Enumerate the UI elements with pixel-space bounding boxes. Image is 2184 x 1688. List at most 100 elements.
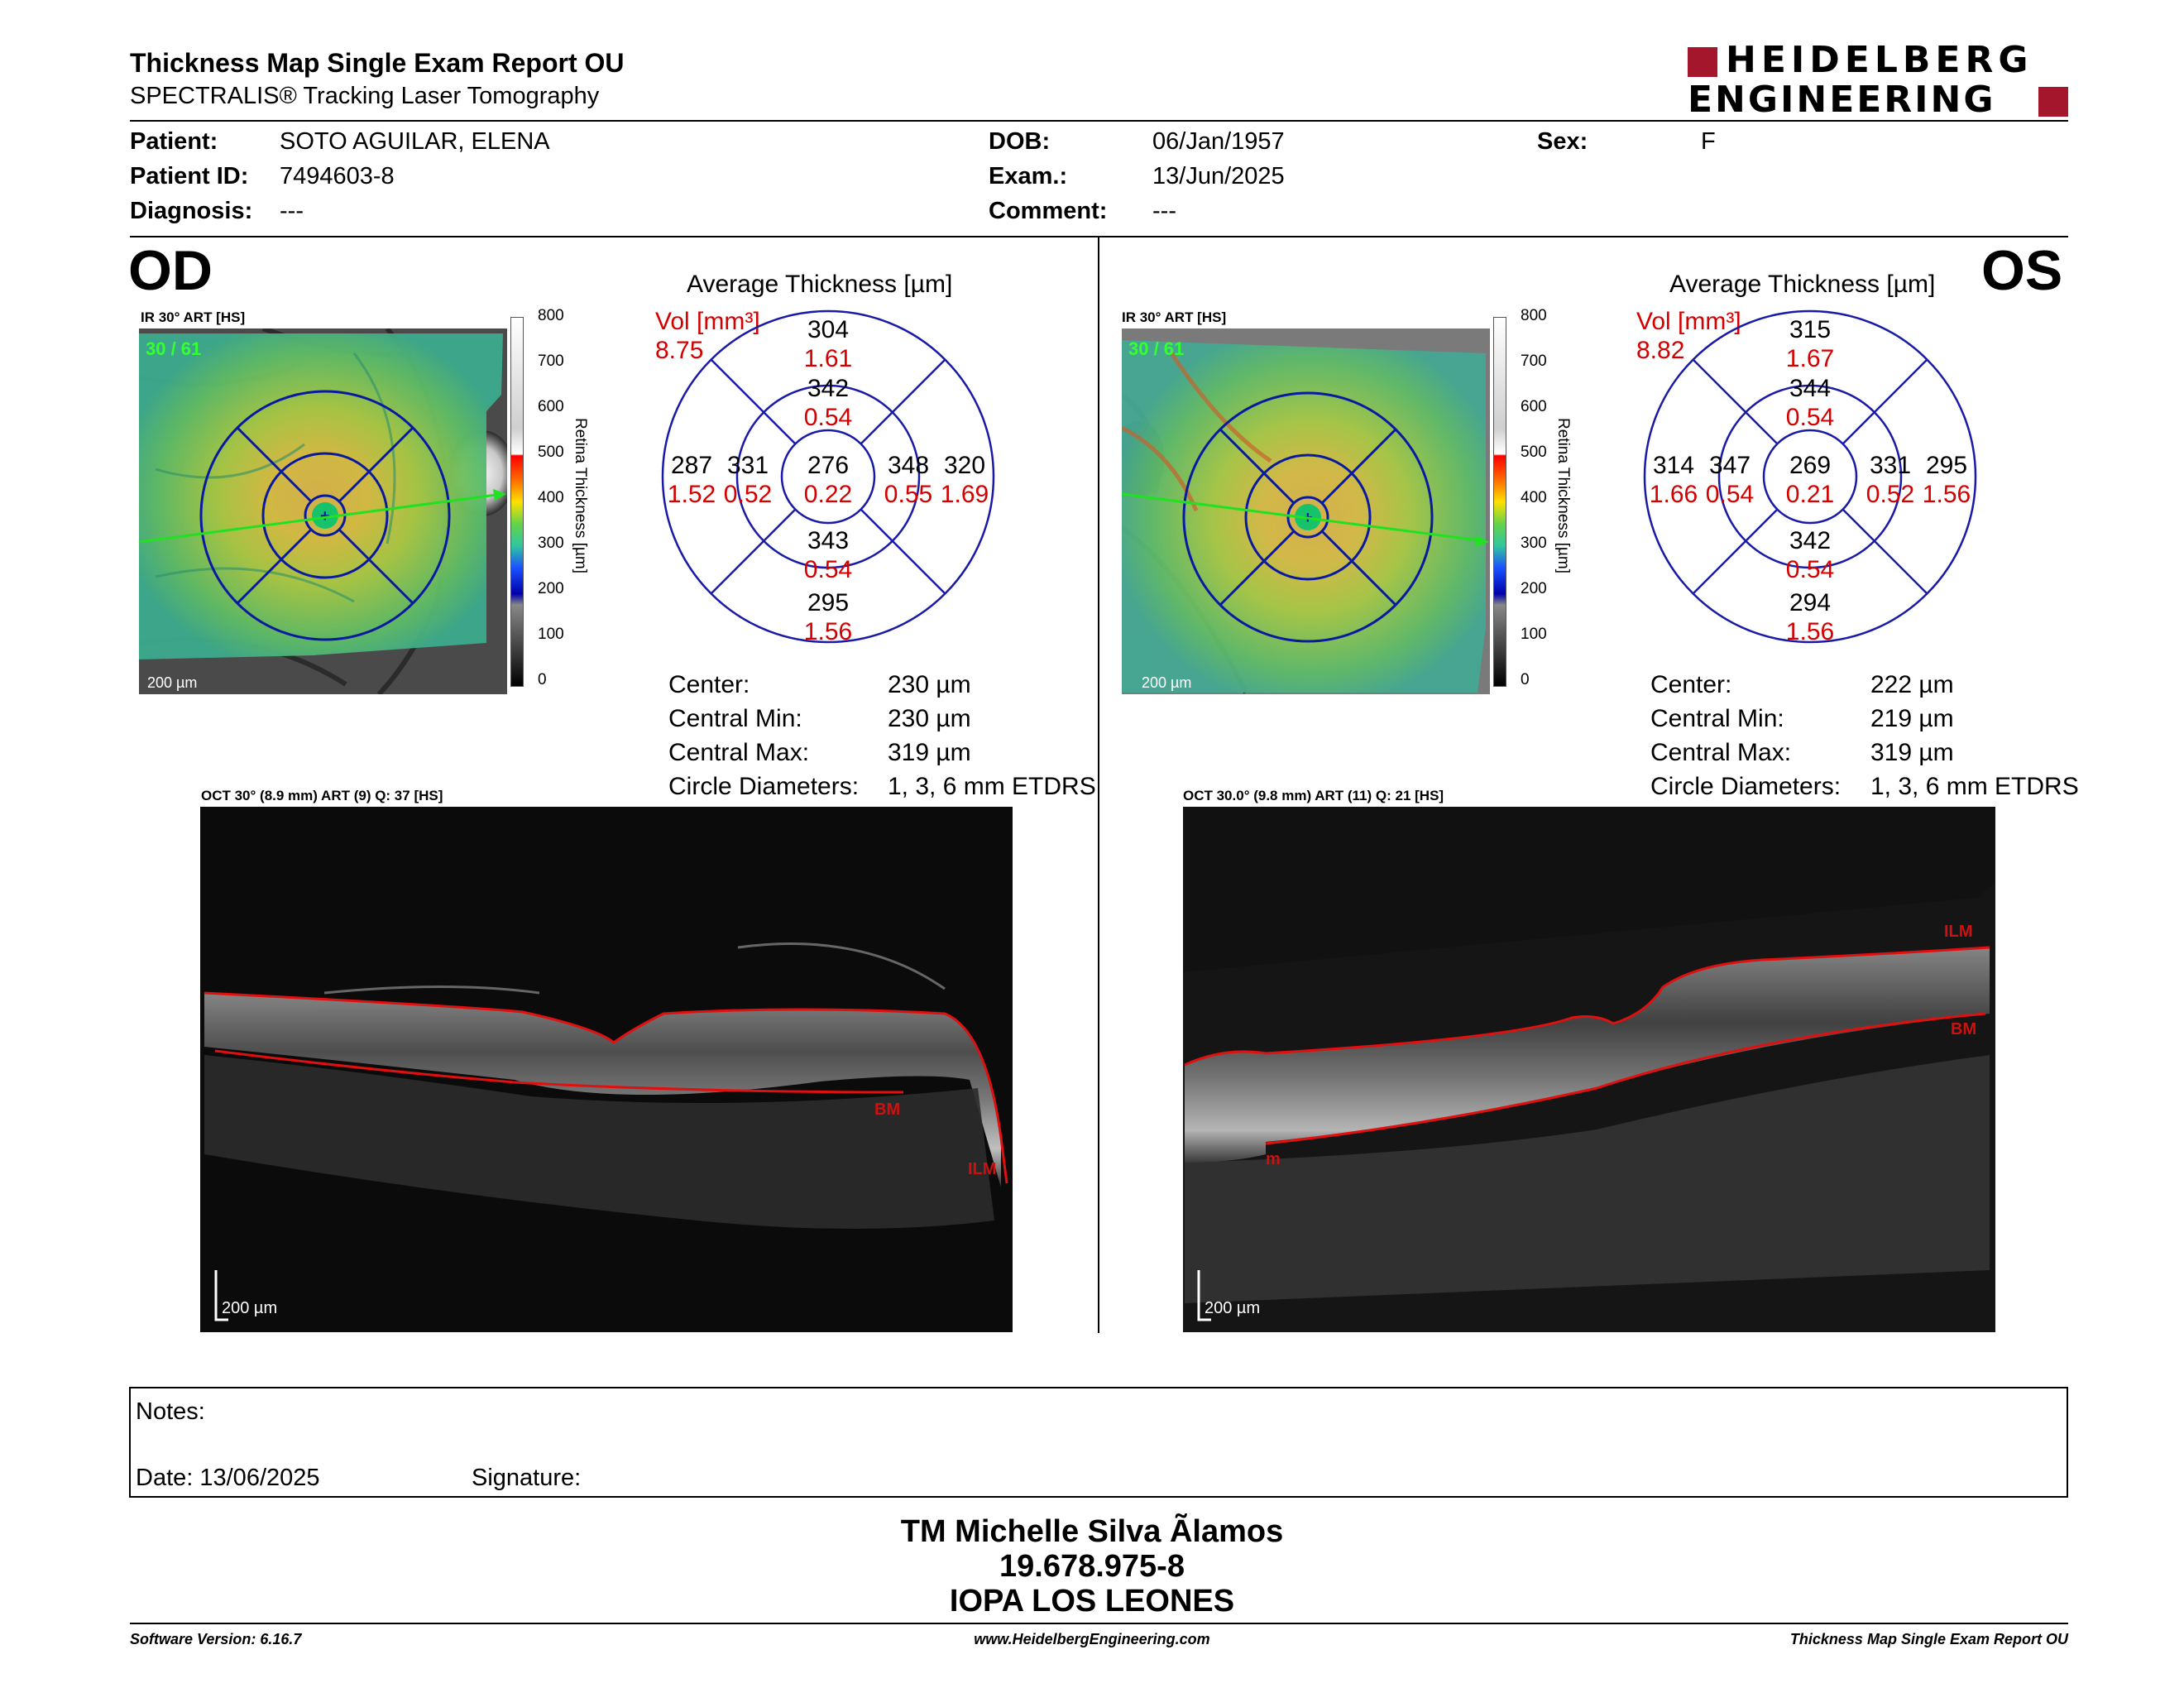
od-inner-nasal-thickness: 348 <box>888 452 929 479</box>
od-etdrs-grid: 304 1.61 342 0.54 287 1.52 331 0.52 276 … <box>661 309 995 645</box>
os-map-scale: 200 µm <box>1142 674 1191 691</box>
os-inner-inferior-thickness: 342 <box>1789 527 1831 554</box>
signer-name: TM Michelle Silva Ãlamos <box>900 1514 1284 1549</box>
cb-tick: 300 <box>1521 535 1547 552</box>
os-outer-temporal-volume: 1.66 <box>1650 481 1698 508</box>
footer-rule <box>130 1623 2068 1624</box>
os-colorbar-label: Retina Thickness [µm] <box>1554 418 1572 573</box>
cb-tick: 500 <box>1521 444 1547 461</box>
os-outer-inferior-volume: 1.56 <box>1786 618 1834 645</box>
od-outer-nasal-volume: 1.69 <box>941 481 989 508</box>
os-fundus-map: + 200 µm 30 / 61 <box>1122 328 1490 694</box>
eye-label-od: OD <box>128 239 213 302</box>
od-oct-label: OCT 30° (8.9 mm) ART (9) Q: 37 [HS] <box>201 788 443 803</box>
footer-report-name: Thickness Map Single Exam Report OU <box>1789 1631 2068 1647</box>
report-subtitle: SPECTRALIS® Tracking Laser Tomography <box>130 83 600 109</box>
od-colorbar-label: Retina Thickness [µm] <box>572 418 589 573</box>
dob-value: 06/Jan/1957 <box>1152 128 1285 155</box>
os-frame-count: 30 / 61 <box>1128 338 1184 359</box>
comment-label: Comment: <box>989 198 1108 224</box>
od-colorbar <box>510 317 524 687</box>
os-stat-value: 319 µm <box>1870 739 1954 766</box>
od-outer-inferior-volume: 1.56 <box>804 618 852 645</box>
od-inner-superior-volume: 0.54 <box>804 404 852 431</box>
eye-divider <box>1098 237 1099 1333</box>
diagnosis-value: --- <box>280 198 304 224</box>
os-inner-inferior-volume: 0.54 <box>1786 556 1834 583</box>
os-stat-value: 1, 3, 6 mm ETDRS <box>1870 773 2079 800</box>
od-outer-superior-volume: 1.61 <box>804 345 852 372</box>
patient-id-label: Patient ID: <box>130 163 249 189</box>
os-m-label: m <box>1266 1150 1281 1168</box>
os-stat-value: 222 µm <box>1870 671 1954 698</box>
notes-label: Notes: <box>136 1398 205 1425</box>
cb-tick: 100 <box>1521 626 1547 643</box>
od-inner-inferior-volume: 0.54 <box>804 556 852 583</box>
cb-tick: 700 <box>538 352 564 370</box>
header-rule <box>130 120 2068 122</box>
os-outer-superior-volume: 1.67 <box>1786 345 1834 372</box>
cb-tick: 100 <box>538 626 564 643</box>
od-inner-nasal-volume: 0.55 <box>884 481 932 508</box>
website-link[interactable]: www.HeidelbergEngineering.com <box>974 1631 1210 1647</box>
os-stat-label: Circle Diameters: <box>1650 773 1842 800</box>
od-inner-temporal-thickness: 331 <box>727 452 769 479</box>
od-fundus-map: + 200 µm 30 / 61 <box>139 328 507 694</box>
os-grid-title: Average Thickness [µm] <box>1669 271 1936 298</box>
patient-id: 7494603-8 <box>280 163 395 189</box>
od-colorbar-ticks: 800 700 600 500 400 300 200 100 0 <box>538 307 571 696</box>
od-bm-line <box>214 1049 904 1094</box>
logo-text-heidelberg: HEIDELBERG <box>1726 39 2033 81</box>
os-oct-scale-bar <box>1197 1270 1211 1321</box>
sex-value: F <box>1701 128 1716 155</box>
cb-tick: 400 <box>1521 489 1547 506</box>
od-choroid <box>204 1055 994 1229</box>
os-vol-value: 8.82 <box>1636 337 1685 364</box>
od-vol-label: Vol [mm³] <box>655 308 760 335</box>
od-stat-value: 230 µm <box>888 671 971 698</box>
os-inner-nasal-thickness: 331 <box>1870 452 1911 479</box>
logo-text-engineering: ENGINEERING <box>1688 79 1996 121</box>
os-stat-label: Center: <box>1650 671 1732 698</box>
cb-tick: 0 <box>538 671 547 688</box>
comment-value: --- <box>1152 198 1176 224</box>
cb-tick: 200 <box>1521 580 1547 597</box>
od-center-thickness: 276 <box>807 452 849 479</box>
sex-label: Sex: <box>1537 128 1588 155</box>
os-ilm-line <box>1184 946 1990 1067</box>
os-colorbar-ticks: 800 700 600 500 400 300 200 100 0 <box>1521 307 1554 696</box>
os-outer-superior-thickness: 315 <box>1789 316 1831 343</box>
od-map-scale: 200 µm <box>147 674 197 691</box>
od-bm-label: BM <box>874 1101 900 1119</box>
od-vitreous <box>323 942 946 995</box>
cb-tick: 500 <box>538 444 564 461</box>
os-retina-band <box>1185 947 1990 1163</box>
os-ilm-label: ILM <box>1944 923 1972 941</box>
od-vol-value: 8.75 <box>655 337 704 364</box>
signer-rut: 19.678.975-8 <box>999 1549 1185 1584</box>
od-stat-label: Center: <box>668 671 750 698</box>
od-stat-label: Circle Diameters: <box>668 773 860 800</box>
os-scan-arrow-icon <box>1476 535 1489 547</box>
od-inner-superior-thickness: 342 <box>807 375 849 402</box>
od-stat-value: 230 µm <box>888 705 971 732</box>
notes-box: Notes: Date: 13/06/2025 Signature: <box>129 1387 2068 1498</box>
report-title: Thickness Map Single Exam Report OU <box>130 48 625 78</box>
od-outer-inferior-thickness: 295 <box>807 589 849 616</box>
cb-tick: 700 <box>1521 352 1547 370</box>
os-center-thickness: 269 <box>1789 452 1831 479</box>
os-stat-label: Central Max: <box>1650 739 1792 766</box>
od-scan-line <box>139 492 504 544</box>
os-bm-line <box>1265 1012 1986 1145</box>
os-inner-superior-thickness: 344 <box>1789 375 1831 402</box>
signature-label: Signature: <box>472 1465 582 1491</box>
od-grid-title: Average Thickness [µm] <box>687 271 953 298</box>
signer-clinic: IOPA LOS LEONES <box>949 1584 1235 1618</box>
od-oct-scale: 200 µm <box>222 1299 277 1317</box>
od-overlay-vessels <box>155 352 396 603</box>
od-outer-superior-thickness: 304 <box>807 316 849 343</box>
od-stat-label: Central Min: <box>668 705 802 732</box>
od-outer-temporal-volume: 1.52 <box>668 481 716 508</box>
patient-label: Patient: <box>130 128 218 155</box>
os-scan-line <box>1122 492 1480 542</box>
